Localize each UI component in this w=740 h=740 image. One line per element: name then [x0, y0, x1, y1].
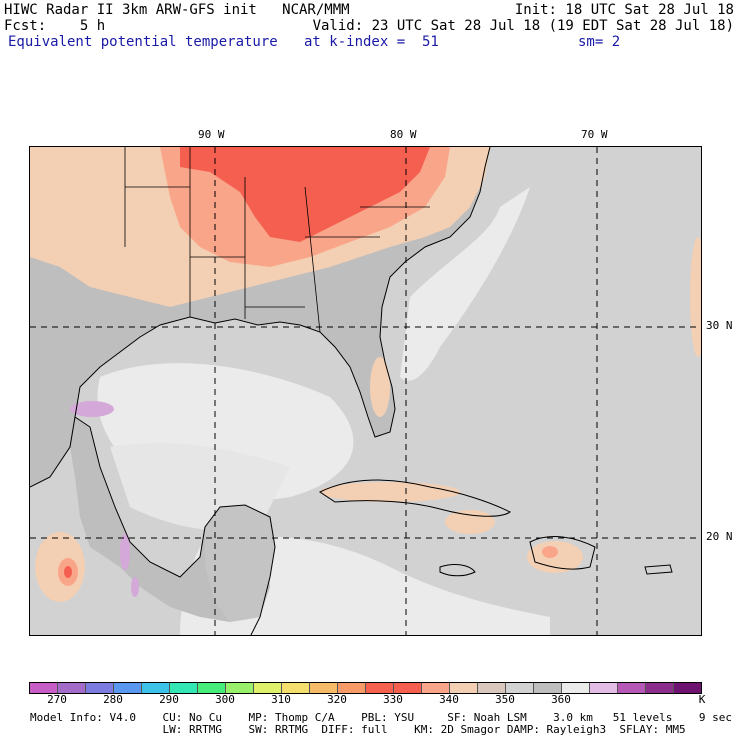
colorbar-segment [366, 683, 394, 693]
lon-label-70w: 70 W [581, 128, 608, 141]
colorbar-label-290: 290 [159, 693, 179, 706]
colorbar-label-280: 280 [103, 693, 123, 706]
colorbar-segment [86, 683, 114, 693]
yucatan-land [205, 505, 275, 622]
colorbar-segment [534, 683, 562, 693]
lon-label-80w: 80 W [390, 128, 417, 141]
model-info-line1: Model Info: V4.0 CU: No Cu MP: Thomp C/A… [30, 711, 732, 724]
hispaniola-tan-patch [527, 541, 583, 573]
jamaica-coastline [439, 564, 476, 577]
lat-label-30n: 30 N [706, 319, 733, 332]
colorbar-segment [450, 683, 478, 693]
field-name: Equivalent potential temperature [8, 34, 278, 50]
colorbar-label-360: 360 [551, 693, 571, 706]
colorbar-label-330: 330 [383, 693, 403, 706]
equivalent-potential-temperature-map [29, 146, 702, 636]
florida-tan-patch [370, 357, 390, 417]
colorbar-segment [30, 683, 58, 693]
texas-coast-purple-patch [70, 401, 114, 417]
hispaniola-coastline [529, 536, 596, 570]
model-title: HIWC Radar II 3km ARW-GFS init NCAR/MMM [4, 2, 350, 18]
mexico-purple-patch-2 [131, 577, 139, 597]
colorbar-segment [646, 683, 674, 693]
forecast-hour: Fcst: 5 h [4, 18, 106, 34]
colorbar-segment [674, 683, 701, 693]
colorbar-segment [310, 683, 338, 693]
init-time: Init: 18 UTC Sat 28 Jul 18 [514, 2, 734, 18]
colorbar-label-340: 340 [439, 693, 459, 706]
colorbar-segment [282, 683, 310, 693]
colorbar-segment [506, 683, 534, 693]
red-field [180, 147, 430, 242]
colorbar-segment [422, 683, 450, 693]
colorbar-segment [590, 683, 618, 693]
cuba-tan-patch [320, 482, 460, 502]
colorbar-segment [58, 683, 86, 693]
mexico-coastline [74, 416, 276, 635]
cuba-coastline [319, 479, 511, 517]
colorbar-label-300: 300 [215, 693, 235, 706]
model-info-line2: LW: RRTMG SW: RRTMG DIFF: full KM: 2D Sm… [30, 723, 686, 736]
smoothing-value: sm= 2 [578, 34, 621, 50]
atlantic-light-field [400, 187, 530, 381]
valid-time: Valid: 23 UTC Sat 28 Jul 18 (19 EDT Sat … [312, 18, 734, 34]
puerto-rico-coastline [644, 564, 673, 575]
colorbar-segment [618, 683, 646, 693]
mexico-red-patch [64, 566, 72, 578]
colorbar-label-350: 350 [495, 693, 515, 706]
colorbar-unit: K [698, 693, 706, 706]
level-index: at k-index = 51 [304, 34, 439, 50]
colorbar-label-270: 270 [47, 693, 67, 706]
us-gulf-coastline [30, 147, 491, 488]
colorbar-segment [142, 683, 170, 693]
mexico-purple-patch [120, 534, 130, 570]
colorbar [29, 682, 702, 694]
colorbar-segment [114, 683, 142, 693]
colorbar-segment [198, 683, 226, 693]
colorbar-segment [254, 683, 282, 693]
lat-label-20n: 20 N [706, 530, 733, 543]
cuba-east-tan-patch [445, 510, 495, 534]
colorbar-segment [394, 683, 422, 693]
map-canvas [30, 147, 701, 635]
colorbar-segment [338, 683, 366, 693]
colorbar-segment [170, 683, 198, 693]
hispaniola-salmon-patch [542, 546, 558, 558]
colorbar-label-310: 310 [271, 693, 291, 706]
lon-label-90w: 90 W [198, 128, 225, 141]
colorbar-segment [226, 683, 254, 693]
colorbar-label-320: 320 [327, 693, 347, 706]
colorbar-segment [478, 683, 506, 693]
colorbar-segment [562, 683, 590, 693]
state-borders [124, 147, 430, 333]
